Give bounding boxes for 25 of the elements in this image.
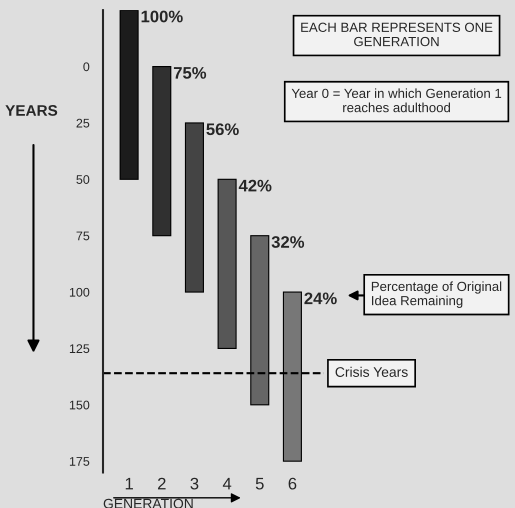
y-tick-label: 125 [70,344,90,354]
y-tick-label: 25 [76,118,90,128]
annotation: 100% [142,10,183,22]
x-tick-label: 3 [190,478,198,490]
x-tick-label: 4 [222,478,232,490]
annotation: 42% [238,180,272,192]
x-tick-label: 2 [158,478,166,490]
y-tick-label: 50 [76,175,90,184]
x-tick-label: 1 [126,478,133,490]
y-tick-label: 150 [70,400,90,410]
annotation: 32% [272,236,304,248]
text: Percentage of Original Idea Remaining [372,281,502,308]
x-tick-label: 6 [288,478,296,490]
y-axis-title: YEARS [5,105,58,116]
y-tick-label: 0 [83,62,90,72]
y-tick-label: 175 [70,457,90,466]
x-tick-label: 5 [256,478,264,490]
y-tick-label: 100 [70,288,90,297]
annotation: 24% [304,292,337,304]
annotation: EACH BAR REPRESENTS ONE GENERATION [301,22,492,46]
annotation: 75% [174,67,206,79]
ref-line-label: Crisis Years [336,366,408,377]
y-tick-label: 75 [76,232,90,240]
annotation: Year 0 = Year in which Generation 1 reaches adulthood [292,88,502,112]
annotation: 56% [206,123,239,136]
